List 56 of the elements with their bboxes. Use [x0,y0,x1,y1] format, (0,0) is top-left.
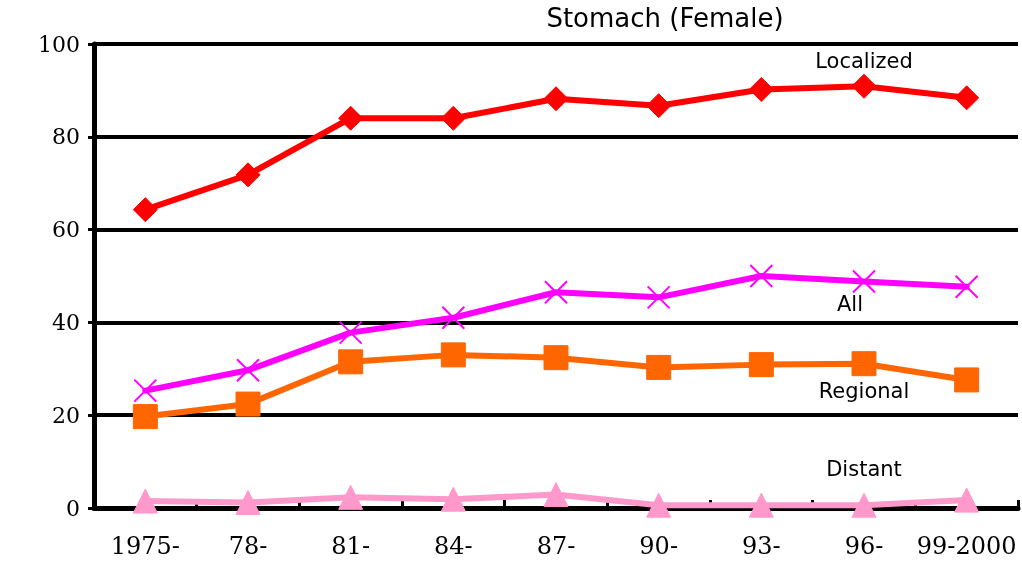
point [543,86,569,112]
y-tick-label: 100 [38,31,80,57]
y-tick-label: 40 [52,309,80,335]
point [646,354,672,380]
point [440,486,466,512]
point [748,352,774,378]
point [441,305,466,330]
point [851,351,877,377]
point [338,320,363,345]
point [543,482,569,508]
x-tick-label: 1975- [110,532,180,560]
point [338,105,364,131]
series-label: Regional [818,378,910,403]
chart-title: Stomach (Female) [546,3,784,33]
series-label: All [836,291,864,316]
x-tick-label: 96- [844,532,884,560]
x-tick-label: 81- [331,532,370,560]
point [748,76,774,102]
point [338,349,364,375]
point [851,73,877,99]
point [954,367,980,393]
y-tick-label: 20 [52,402,80,428]
y-tick-label: 80 [52,124,80,150]
x-tick-label: 87- [536,532,576,560]
point [954,274,979,299]
point [954,85,980,111]
point [646,285,671,310]
point [132,488,158,514]
point [646,93,672,119]
point [440,105,466,131]
point [132,404,158,430]
point [954,487,980,513]
y-tick-label: 0 [66,495,80,521]
point [440,342,466,368]
x-tick-label: 78- [228,532,268,560]
point [543,345,569,371]
point [749,264,774,288]
point [748,492,774,518]
point [235,391,261,417]
point [851,492,877,518]
x-tick-label: 99-2000 [916,532,1017,560]
x-tick-label: 84- [434,532,473,560]
series-label: Localized [815,49,913,74]
x-tick-label: 93- [742,532,781,560]
point [544,280,568,305]
point [338,484,364,510]
point [133,378,158,403]
x-tick-label: 90- [639,532,678,560]
series-label: Distant [826,457,902,482]
point [235,162,261,188]
y-tick-label: 60 [52,217,80,243]
point [235,489,261,515]
point [852,269,876,294]
point [132,197,158,223]
point [236,358,260,383]
point [646,492,672,518]
